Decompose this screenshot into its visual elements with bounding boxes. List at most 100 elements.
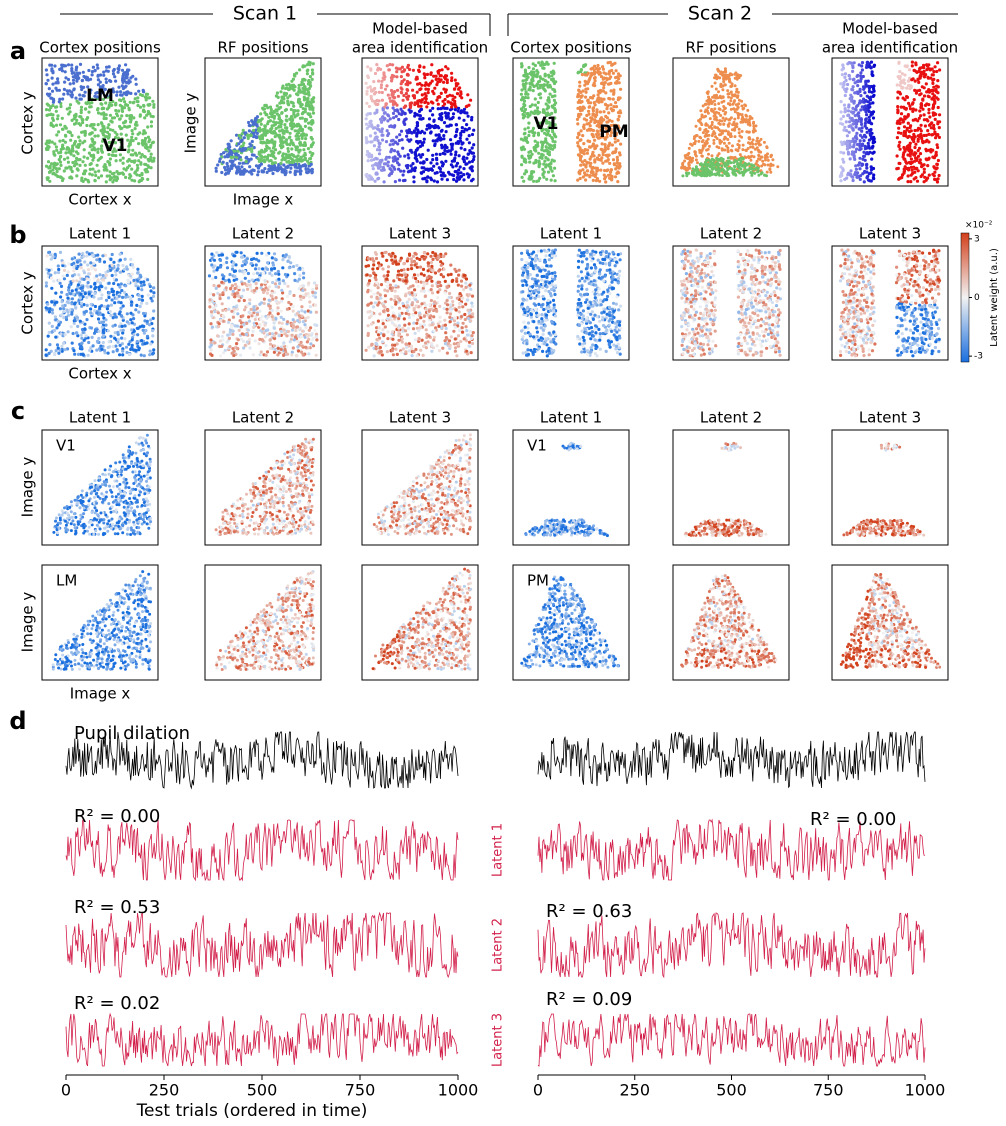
point [852, 61, 856, 65]
point [703, 128, 707, 132]
point [364, 117, 368, 121]
point [934, 152, 938, 156]
point [99, 155, 103, 159]
point [121, 76, 125, 81]
point [450, 147, 454, 151]
point [553, 166, 557, 170]
point [53, 64, 57, 68]
point [380, 90, 384, 95]
point [60, 69, 64, 73]
point [700, 140, 704, 144]
point [551, 87, 555, 91]
point [247, 120, 251, 125]
point [440, 164, 445, 168]
point [395, 75, 399, 79]
point [441, 99, 445, 103]
point [708, 144, 711, 148]
point [907, 166, 911, 170]
point [436, 102, 440, 106]
point [261, 169, 265, 173]
point [98, 80, 102, 84]
point [83, 169, 87, 173]
point [549, 178, 553, 182]
point [75, 174, 79, 178]
point [298, 172, 303, 176]
point [99, 73, 103, 77]
point [519, 137, 524, 141]
point [123, 71, 127, 75]
point [413, 102, 417, 107]
point [250, 149, 254, 154]
point [453, 134, 457, 139]
point [871, 176, 876, 180]
point [246, 157, 251, 162]
point [927, 107, 931, 112]
point [597, 89, 601, 93]
point [402, 169, 406, 173]
point [899, 117, 903, 121]
point [392, 159, 396, 163]
point [114, 149, 118, 153]
point [580, 73, 585, 77]
point [716, 171, 720, 175]
point [543, 89, 547, 93]
point [84, 107, 88, 111]
point [307, 60, 311, 64]
point [898, 140, 902, 144]
point [426, 87, 430, 91]
point [112, 116, 117, 120]
point [149, 152, 153, 156]
point [736, 116, 740, 120]
point [423, 131, 427, 135]
point [239, 136, 243, 140]
point [307, 168, 312, 173]
point [527, 150, 531, 154]
point [281, 144, 285, 149]
point [63, 70, 67, 74]
point [148, 138, 152, 142]
point [102, 70, 106, 74]
point [435, 98, 439, 102]
point [136, 103, 140, 108]
point [142, 104, 146, 108]
point [123, 257, 127, 261]
point [935, 162, 939, 166]
point [121, 80, 125, 84]
point [733, 172, 737, 176]
point [587, 109, 591, 113]
point [75, 156, 79, 160]
point [48, 166, 52, 170]
point [732, 161, 736, 164]
point [929, 122, 933, 126]
point [378, 142, 382, 146]
point [766, 152, 769, 156]
point [595, 156, 600, 160]
point [710, 154, 714, 158]
point [61, 146, 65, 151]
point [64, 64, 68, 68]
point [735, 122, 739, 126]
point [303, 153, 307, 157]
point [108, 128, 113, 132]
point [457, 87, 461, 91]
point [865, 176, 869, 180]
point [365, 113, 369, 117]
point [83, 177, 87, 181]
point [88, 167, 92, 171]
point [96, 66, 100, 70]
point [843, 75, 847, 79]
point [865, 60, 869, 64]
point [586, 139, 590, 143]
point [265, 145, 270, 149]
point [712, 158, 716, 162]
point [82, 155, 86, 159]
point [605, 107, 609, 111]
point [585, 118, 589, 122]
point [588, 175, 592, 179]
point [898, 70, 902, 74]
point [436, 107, 440, 111]
point [382, 162, 386, 166]
point [530, 152, 534, 156]
point [547, 143, 552, 147]
point [149, 124, 153, 128]
